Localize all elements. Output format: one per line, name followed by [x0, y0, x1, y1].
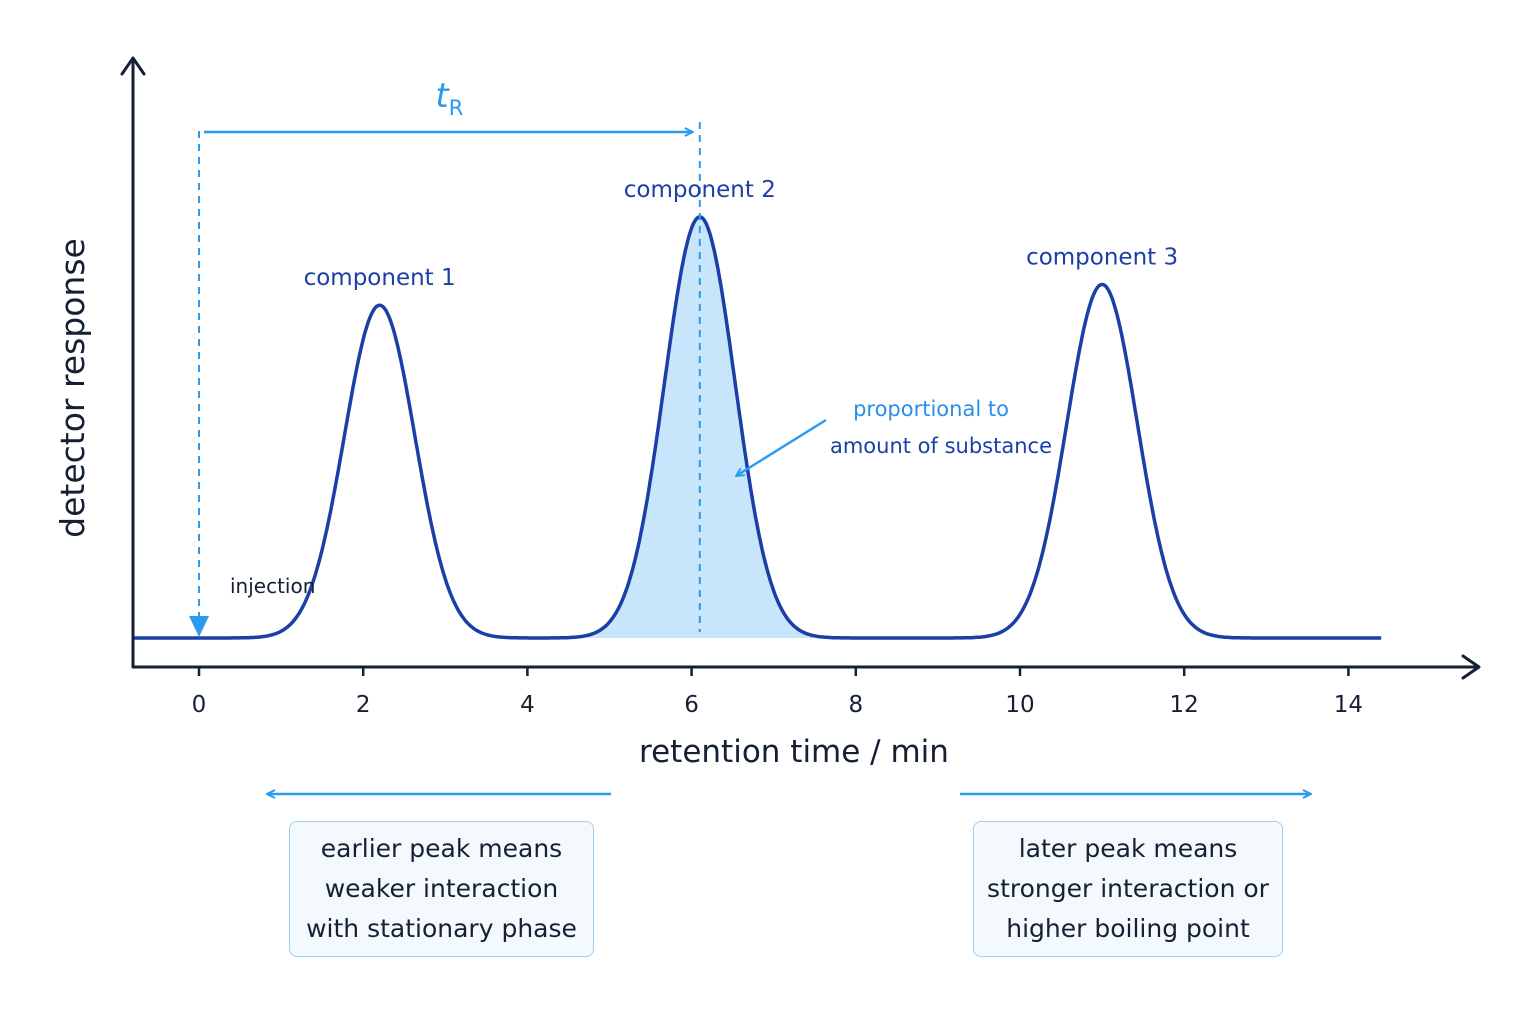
- peak-label-2: component 2: [624, 177, 776, 203]
- x-tick-label: 2: [356, 692, 371, 718]
- injection-label: injection: [230, 574, 315, 598]
- earlier-note-line-3: with stationary phase: [306, 914, 577, 943]
- earlier-note-line-1: earlier peak means: [320, 834, 563, 863]
- x-tick-label: 14: [1334, 692, 1363, 718]
- later-note-line-3: higher boiling point: [1006, 914, 1250, 943]
- area-annotation: proportional to amount of substance: [736, 397, 1052, 476]
- x-tick-label: 4: [520, 692, 535, 718]
- earlier-note-line-2: weaker interaction: [324, 874, 559, 903]
- peak-labels: component 1 component 2 component 3: [304, 177, 1179, 291]
- area-note-line-2: amount of substance: [830, 434, 1052, 458]
- area-note-arrow: [736, 418, 827, 476]
- retention-time-marker: tR: [204, 76, 701, 632]
- injection-marker: injection: [189, 131, 315, 637]
- later-peak-note: later peak means stronger interaction or…: [973, 821, 1283, 957]
- x-axis-label: retention time / min: [639, 734, 949, 770]
- retention-time-symbol: tR: [435, 76, 463, 120]
- y-axis-label: detector response: [53, 238, 92, 538]
- x-tick-label: 12: [1170, 692, 1199, 718]
- x-tick-label: 10: [1005, 692, 1034, 718]
- later-note-line-1: later peak means: [1018, 834, 1238, 863]
- y-axis-arrowhead: [120, 56, 146, 76]
- peak-label-1: component 1: [304, 265, 456, 291]
- x-axis-arrowhead: [1461, 654, 1481, 680]
- injection-arrowhead: [189, 616, 209, 637]
- earlier-peak-note: earlier peak means weaker interaction wi…: [289, 821, 594, 957]
- peak-label-3: component 3: [1026, 244, 1178, 270]
- x-tick-label: 0: [192, 692, 207, 718]
- x-tick-label: 8: [848, 692, 863, 718]
- chromatogram-trace: [133, 215, 1382, 640]
- x-ticks: 0 2 4 6 8 10 12 14: [192, 667, 1363, 718]
- x-tick-label: 6: [684, 692, 699, 718]
- axes: [120, 56, 1481, 680]
- later-note-line-2: stronger interaction or: [987, 874, 1269, 903]
- area-note-line-1: proportional to: [853, 397, 1009, 421]
